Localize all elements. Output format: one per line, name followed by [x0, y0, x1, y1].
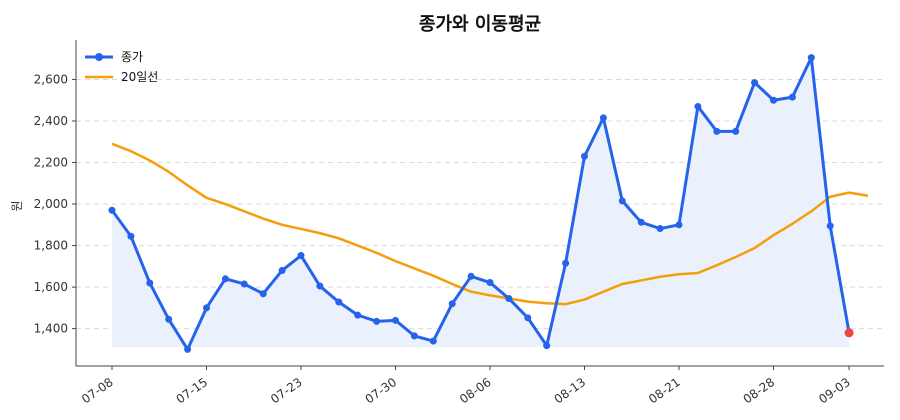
close-point — [259, 290, 267, 298]
close-point — [165, 315, 173, 323]
axes — [75, 40, 884, 367]
close-point — [637, 218, 645, 226]
close-point — [543, 342, 551, 350]
close-point — [354, 311, 362, 319]
y-axis-title: 원 — [10, 200, 24, 211]
y-tick-label: 1,600 — [34, 280, 68, 294]
x-tick-label: 07-08 — [79, 375, 116, 406]
close-point — [562, 259, 570, 267]
y-tick-label: 2,000 — [34, 197, 68, 211]
close-point — [694, 102, 702, 110]
close-point — [524, 314, 532, 322]
x-tick-label: 07-15 — [174, 375, 211, 406]
close-point — [392, 316, 399, 324]
x-tick-label: 08-06 — [457, 375, 494, 406]
y-tick-label: 1,800 — [34, 239, 68, 253]
x-tick-label: 08-13 — [552, 375, 589, 406]
y-axis-ticks: 1,400 1,600 1,800 2,000 2,200 2,400 2,600 — [34, 72, 76, 336]
ma20-line — [111, 142, 869, 306]
close-point — [429, 337, 437, 345]
close-point — [297, 252, 305, 260]
close-point — [581, 152, 588, 160]
close-point — [467, 272, 475, 280]
last-close-point — [844, 328, 854, 338]
close-point — [316, 282, 324, 290]
close-point — [184, 345, 192, 353]
legend: 종가 20일선 — [85, 50, 158, 84]
chart-title: 종가와 이동평균 — [419, 14, 541, 35]
close-point — [732, 127, 740, 135]
close-point — [240, 280, 248, 288]
close-point — [618, 197, 626, 205]
x-tick-label: 08-21 — [646, 375, 683, 406]
close-point — [448, 300, 456, 308]
close-point — [410, 332, 418, 340]
y-tick-label: 1,400 — [34, 322, 68, 336]
x-axis-ticks: 07-08 07-15 07-23 07-30 08-06 08-13 08-21 08-28… — [79, 366, 853, 406]
close-point — [127, 232, 135, 240]
close-point — [108, 206, 116, 214]
x-tick-label: 09-03 — [816, 375, 853, 406]
x-tick-label: 07-23 — [268, 375, 305, 406]
close-series — [108, 54, 854, 353]
close-point — [278, 266, 286, 274]
close-line — [110, 56, 851, 351]
y-tick-label: 2,200 — [34, 156, 68, 170]
ma20-series — [111, 142, 869, 306]
x-tick-label: 08-28 — [741, 375, 778, 406]
close-point — [505, 295, 513, 303]
close-point — [656, 225, 664, 233]
legend-label-ma20: 20일선 — [121, 70, 158, 84]
close-point — [203, 304, 210, 312]
close-point — [146, 279, 154, 287]
legend-dot-close — [95, 53, 103, 61]
close-point — [675, 221, 683, 229]
y-tick-label: 2,400 — [34, 114, 68, 128]
x-tick-label: 07-30 — [363, 375, 400, 406]
close-point — [807, 54, 815, 62]
close-point — [826, 222, 834, 230]
close-point — [770, 96, 777, 104]
legend-label-close: 종가 — [121, 50, 143, 64]
close-point — [751, 79, 759, 87]
close-point — [335, 298, 343, 306]
close-point — [599, 114, 607, 122]
close-point — [373, 317, 381, 325]
y-tick-label: 2,600 — [34, 72, 68, 86]
close-point — [221, 275, 229, 283]
close-point — [713, 127, 721, 135]
close-point — [788, 93, 796, 101]
close-point — [486, 279, 494, 287]
